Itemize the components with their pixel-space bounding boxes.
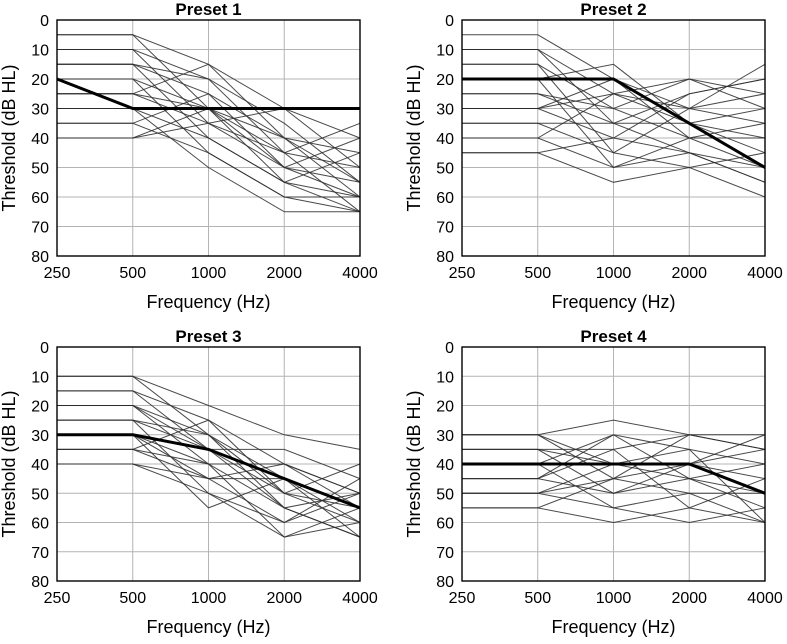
y-tick-label: 20 [436, 72, 454, 89]
y-tick-label: 20 [31, 399, 49, 416]
y-tick-label: 80 [436, 249, 454, 266]
plot-frame [56, 346, 361, 582]
preset-line [56, 77, 360, 110]
chart-title: Preset 3 [175, 327, 241, 346]
y-tick-label: 50 [436, 161, 454, 178]
y-tick-label: 40 [436, 457, 454, 474]
x-tick-label: 2000 [266, 590, 302, 607]
y-axis-label: Threshold (dB HL) [404, 390, 424, 537]
x-tick-label: 4000 [342, 590, 378, 607]
x-tick-label: 250 [449, 265, 476, 282]
x-tick-label: 500 [524, 265, 551, 282]
y-tick-label: 50 [31, 486, 49, 503]
preset-line [57, 433, 361, 510]
chart-title: Preset 1 [175, 0, 241, 19]
preset-line [462, 77, 766, 169]
y-tick-label: 30 [436, 428, 454, 445]
series-line-v16 [462, 49, 766, 124]
y-tick-label: 20 [436, 399, 454, 416]
plot-frame [461, 346, 766, 582]
x-tick-label: 500 [119, 590, 146, 607]
series-line-v13 [462, 448, 766, 494]
y-axis-label: Threshold (dB HL) [404, 64, 424, 211]
y-tick-label: 30 [31, 102, 49, 119]
y-tick-label: 50 [31, 161, 49, 178]
y-tick-label: 60 [31, 516, 49, 533]
y-tick-label: 60 [436, 190, 454, 207]
y-tick-label: 10 [436, 369, 454, 386]
series-line-v13 [57, 78, 360, 198]
y-tick-label: 70 [31, 545, 49, 562]
y-tick-label: 70 [436, 545, 454, 562]
y-tick-label: 30 [436, 102, 454, 119]
x-axis-label: Frequency (Hz) [551, 292, 675, 312]
x-tick-label: 250 [449, 590, 476, 607]
x-tick-label: 4000 [747, 590, 783, 607]
y-tick-label: 80 [31, 249, 49, 266]
plot-frame [56, 19, 361, 257]
preset-line [462, 462, 766, 495]
series-line-v18 [462, 78, 766, 109]
y-tick-label: 10 [31, 369, 49, 386]
x-tick-label: 1000 [596, 265, 632, 282]
y-tick-label: 50 [436, 486, 454, 503]
x-tick-label: 500 [524, 590, 551, 607]
y-tick-label: 20 [31, 72, 49, 89]
x-tick-label: 4000 [747, 265, 783, 282]
x-tick-label: 250 [44, 590, 71, 607]
series-line-v17 [57, 63, 361, 183]
y-tick-label: 70 [31, 220, 49, 237]
x-axis-label: Frequency (Hz) [146, 617, 270, 637]
y-tick-label: 10 [436, 43, 454, 60]
series-line-v15 [57, 419, 361, 524]
y-tick-label: 0 [40, 13, 49, 30]
y-tick-label: 60 [31, 190, 49, 207]
y-tick-label: 0 [40, 340, 49, 357]
series-line-v14 [57, 93, 361, 183]
series-line-v14 [57, 375, 361, 509]
y-tick-label: 60 [436, 516, 454, 533]
series-line-v16 [57, 107, 361, 139]
x-tick-label: 500 [119, 265, 146, 282]
x-tick-label: 1000 [596, 590, 632, 607]
x-tick-label: 250 [44, 265, 71, 282]
x-tick-label: 2000 [671, 265, 707, 282]
x-tick-label: 1000 [191, 265, 227, 282]
y-tick-label: 70 [436, 220, 454, 237]
x-tick-label: 4000 [342, 265, 378, 282]
y-tick-label: 0 [445, 340, 454, 357]
x-axis-label: Frequency (Hz) [551, 617, 675, 637]
y-axis-label: Threshold (dB HL) [0, 64, 19, 211]
x-tick-label: 2000 [671, 590, 707, 607]
series-line-v14 [462, 78, 766, 154]
y-tick-label: 40 [31, 457, 49, 474]
series-line-v14 [462, 448, 766, 523]
y-tick-label: 0 [445, 13, 454, 30]
y-tick-label: 80 [436, 574, 454, 591]
chart-title: Preset 4 [580, 327, 647, 346]
y-tick-label: 10 [31, 43, 49, 60]
plot-frame [461, 19, 766, 257]
series-line-v15 [57, 108, 360, 213]
chart-title: Preset 2 [580, 0, 646, 19]
series-line-v18 [57, 448, 361, 538]
y-tick-label: 40 [31, 131, 49, 148]
y-tick-label: 40 [436, 131, 454, 148]
x-tick-label: 1000 [191, 590, 227, 607]
y-axis-label: Threshold (dB HL) [0, 390, 19, 537]
x-tick-label: 2000 [266, 265, 302, 282]
x-axis-label: Frequency (Hz) [146, 292, 270, 312]
series-line-v16 [462, 434, 766, 494]
y-tick-label: 30 [31, 428, 49, 445]
y-tick-label: 80 [31, 574, 49, 591]
